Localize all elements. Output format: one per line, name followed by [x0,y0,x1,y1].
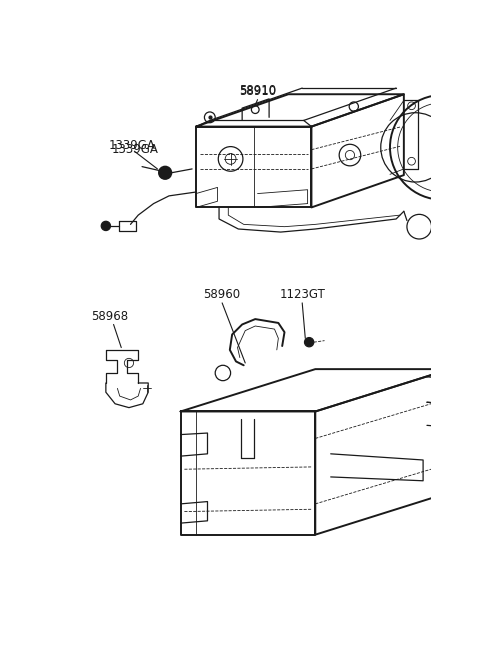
Circle shape [101,221,110,231]
Text: 1339GA: 1339GA [111,143,158,156]
Text: 58968: 58968 [91,310,128,323]
Text: 58960: 58960 [204,288,240,302]
Text: 58910: 58910 [239,83,276,97]
Circle shape [159,167,171,179]
Text: 1123GT: 1123GT [279,288,325,302]
Text: 1339GA: 1339GA [109,139,156,152]
Text: 58910: 58910 [239,85,276,98]
Circle shape [304,338,314,347]
